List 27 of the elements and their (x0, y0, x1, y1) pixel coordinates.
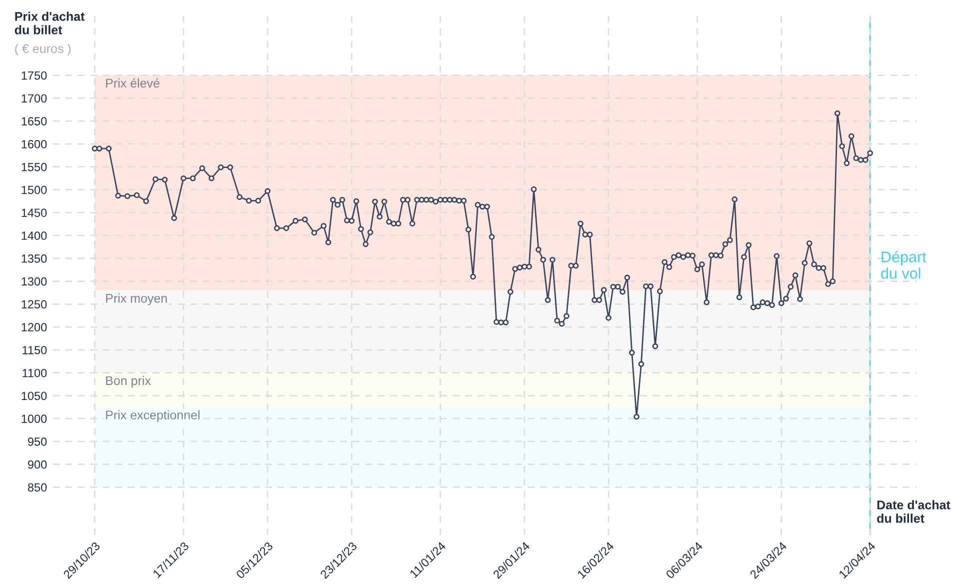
y-tick-label: 1500 (22, 186, 47, 194)
y-tick-label: 1600 (22, 140, 47, 148)
y-tick-label: 950 (28, 437, 47, 446)
y-tick-label: 1750 (22, 71, 47, 80)
band-label: Prix moyen (106, 294, 167, 306)
y-tick-label: 1700 (22, 94, 47, 103)
y-tick-label: 1350 (22, 254, 47, 263)
y-tick-label: 1200 (22, 323, 47, 332)
y-tick-label: 1000 (22, 414, 47, 423)
ref-line-label: Départ du vol (881, 250, 926, 279)
y-tick-label: 1150 (22, 346, 47, 354)
y-tick-label: 1300 (22, 277, 47, 286)
y-tick-label: 1550 (22, 162, 47, 172)
y-tick-label: 1050 (22, 392, 47, 400)
y-tick-label: 1450 (22, 208, 47, 217)
band-label: Prix exceptionnel (106, 410, 200, 422)
y-tick-label: 900 (28, 460, 47, 469)
y-tick-label: 1400 (22, 232, 47, 240)
band-label: Bon prix (106, 376, 151, 388)
band-label: Prix élevé (106, 78, 160, 88)
x-axis-title: Date d'achat du billet (877, 500, 950, 523)
y-axis-title: Prix d'achat du billet (14, 12, 85, 34)
y-tick-label: 1100 (22, 368, 47, 378)
y-tick-label: 1250 (22, 300, 47, 309)
annotation: ( € euros ) (15, 44, 71, 56)
y-tick-label: 1650 (22, 117, 47, 126)
y-tick-label: 850 (28, 483, 47, 492)
